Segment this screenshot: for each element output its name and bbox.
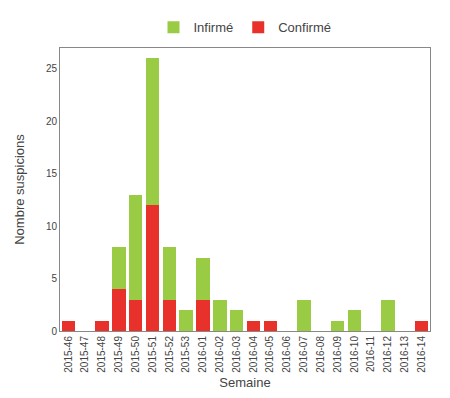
- svg-text:25: 25: [46, 63, 58, 74]
- svg-text:2015-53: 2015-53: [180, 336, 191, 373]
- svg-text:2016-08: 2016-08: [315, 336, 326, 373]
- svg-text:Confirmé: Confirmé: [278, 20, 331, 35]
- svg-text:2016-04: 2016-04: [248, 336, 259, 373]
- svg-text:2016-03: 2016-03: [231, 336, 242, 373]
- svg-text:2016-10: 2016-10: [349, 336, 360, 373]
- svg-text:20: 20: [46, 116, 58, 127]
- svg-text:2016-06: 2016-06: [281, 336, 292, 373]
- svg-text:2016-14: 2016-14: [416, 336, 427, 373]
- svg-text:2015-47: 2015-47: [79, 336, 90, 373]
- svg-text:Semaine: Semaine: [219, 375, 270, 390]
- svg-text:15: 15: [46, 168, 58, 179]
- svg-text:2015-49: 2015-49: [113, 336, 124, 373]
- svg-text:10: 10: [46, 221, 58, 232]
- svg-text:2016-11: 2016-11: [365, 336, 376, 372]
- svg-text:2016-12: 2016-12: [382, 336, 393, 373]
- svg-text:5: 5: [51, 273, 57, 284]
- svg-text:2015-50: 2015-50: [130, 336, 141, 373]
- svg-text:2015-48: 2015-48: [96, 336, 107, 373]
- svg-text:Nombre suspicions: Nombre suspicions: [12, 134, 27, 245]
- svg-text:2015-46: 2015-46: [63, 336, 74, 373]
- svg-text:2015-51: 2015-51: [147, 336, 158, 373]
- svg-text:2016-05: 2016-05: [264, 336, 275, 373]
- svg-text:Infirmé: Infirmé: [194, 20, 234, 35]
- svg-text:2016-09: 2016-09: [332, 336, 343, 373]
- svg-text:0: 0: [51, 326, 57, 337]
- svg-text:2016-01: 2016-01: [197, 336, 208, 373]
- svg-text:2016-02: 2016-02: [214, 336, 225, 373]
- svg-text:2016-13: 2016-13: [399, 336, 410, 373]
- svg-text:2015-52: 2015-52: [164, 336, 175, 373]
- svg-text:2016-07: 2016-07: [298, 336, 309, 373]
